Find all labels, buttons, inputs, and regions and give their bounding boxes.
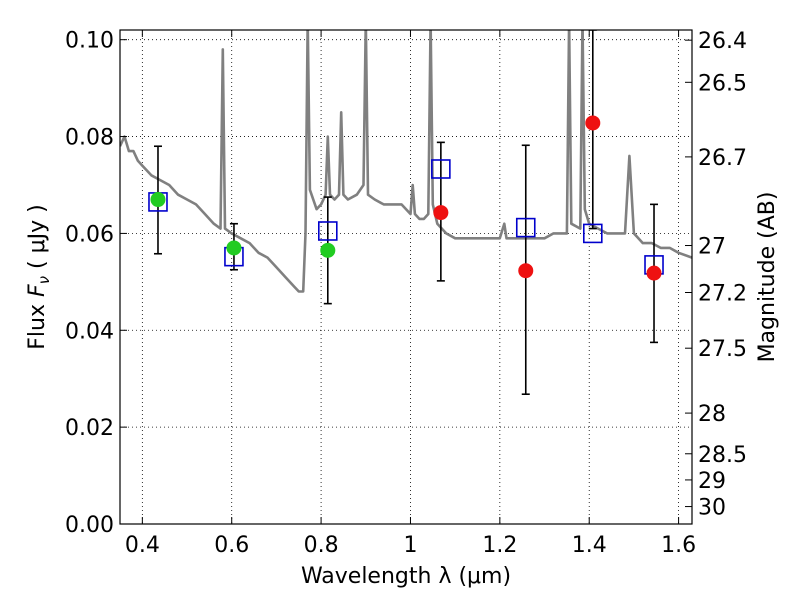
blue-square-marker — [317, 221, 338, 241]
x-tick-label: 0.8 — [304, 533, 339, 558]
blue-square-marker — [515, 217, 536, 238]
x-tick-label: 1.2 — [482, 533, 517, 558]
red-point — [585, 115, 601, 131]
y-tick-label: 0.04 — [65, 319, 114, 344]
y-tick-label: 0.10 — [65, 29, 114, 54]
y-tick-label: 0.00 — [65, 513, 114, 538]
spectrum-line — [120, 30, 692, 293]
x-tick-label: 0.6 — [214, 533, 249, 558]
x-tick-label: 0.4 — [125, 533, 160, 558]
y-tick-label: 0.02 — [65, 416, 114, 441]
right-tick-label: 29 — [698, 469, 726, 494]
y-tick-label: 0.06 — [65, 222, 114, 247]
right-tick-label: 28.5 — [698, 443, 747, 468]
right-tick-label: 26.7 — [698, 146, 747, 171]
spectrum-layer — [120, 30, 692, 293]
right-tick-label: 26.5 — [698, 71, 747, 96]
x-tick-label: 1.6 — [661, 533, 696, 558]
y-axis-title: Flux Fν ( μJy ) — [25, 204, 53, 349]
blue-square-marker — [431, 159, 451, 179]
red-point — [646, 265, 662, 281]
y-axis-title-symbol: F — [25, 284, 50, 297]
axis-ticks: 0.4 0.6 0.8 1 1.2 1.4 1.6 0.00 0.02 0.04 0.06 0.08 0… — [65, 29, 747, 558]
x-tick-label: 1.4 — [572, 533, 607, 558]
y-tick-label: 0.08 — [65, 126, 114, 151]
y-axis-title-subscript: ν — [35, 276, 53, 284]
markers — [148, 115, 664, 281]
red-point — [433, 205, 449, 221]
right-tick-label: 27.5 — [698, 337, 747, 362]
green-point — [150, 192, 166, 208]
blue-square-marker — [582, 223, 603, 244]
y-axis-title-unit: ( μJy ) — [25, 204, 50, 276]
x-tick-label: 1 — [403, 533, 417, 558]
grid-lines — [120, 30, 692, 525]
right-tick-label: 28 — [698, 402, 726, 427]
right-tick-label: 27 — [698, 235, 726, 260]
y-axis-title-prefix: Flux — [25, 297, 50, 350]
red-point — [518, 263, 534, 279]
green-point — [320, 242, 336, 258]
right-tick-label: 30 — [698, 496, 726, 521]
plot-frame — [119, 29, 693, 525]
x-axis-title: Wavelength λ (μm) — [301, 564, 511, 589]
right-tick-label: 27.2 — [698, 281, 747, 306]
green-point — [226, 240, 242, 256]
right-axis-title: Magnitude (AB) — [755, 192, 780, 363]
right-tick-label: 26.4 — [698, 29, 747, 54]
